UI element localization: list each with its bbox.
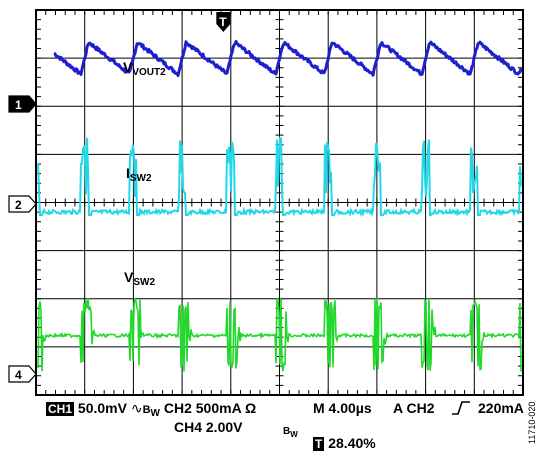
vsw2-label-sub: SW2 [133,277,156,288]
trace-vvout2 [53,39,523,78]
timebase: M 4.00µs [313,400,372,416]
vvout2-label: VVOUT2 [123,59,166,78]
isw2-label: ISW2 [126,165,152,184]
figure-code: 11710-020 [527,401,537,444]
trace-isw2 [37,136,522,218]
vvout2-label-sub: VOUT2 [132,67,166,78]
ch1-scale: 50.0mV [77,400,127,416]
ch4-marker-text: 4 [15,368,22,382]
bw-sub: W [150,408,160,419]
ch4-scale: CH4 2.00V [174,419,243,435]
bw2-label: B [283,426,291,437]
ch2-marker [8,195,37,213]
ch2-marker-text: 2 [15,198,22,212]
isw2-label-sub: SW2 [129,173,152,184]
ch1-marker-text: 1 [15,98,22,112]
trace-markers: 1 2 4 T [8,12,231,383]
bw-label: B [142,404,151,416]
bw2-marker: BW [283,421,298,439]
trigger-position-marker [216,12,231,32]
vsw2-label-main: V [124,269,134,285]
isw2-label-main: I [126,165,130,181]
rising-edge-icon [452,401,470,415]
trigger-position: 28.40% [328,435,376,451]
bw-symbol: ∿ [130,400,143,416]
trigger-source: A CH2 [393,400,435,416]
trigger-position-marker-text: T [219,15,227,29]
vvout2-label-main: V [123,59,133,75]
trigger-position-badge: T [313,437,325,451]
ch1-marker [8,95,37,113]
ch1-badge: CH1 [46,402,75,416]
trace-vsw2 [37,297,522,372]
bw2-sub: W [290,430,298,439]
ch4-marker [8,365,37,383]
trigger-position-readout: T 28.40% [313,435,376,451]
vvout2-waveform [53,39,523,78]
isw2-waveform [37,136,522,218]
ch2-scale: CH2 500mA Ω [163,400,257,416]
vsw2-label: VSW2 [124,269,155,288]
readout-line1: CH1 50.0mV ∿BW CH2 500mA Ω [46,400,256,419]
vsw2-waveform [37,297,522,372]
trigger-level: 220mA [478,400,524,416]
